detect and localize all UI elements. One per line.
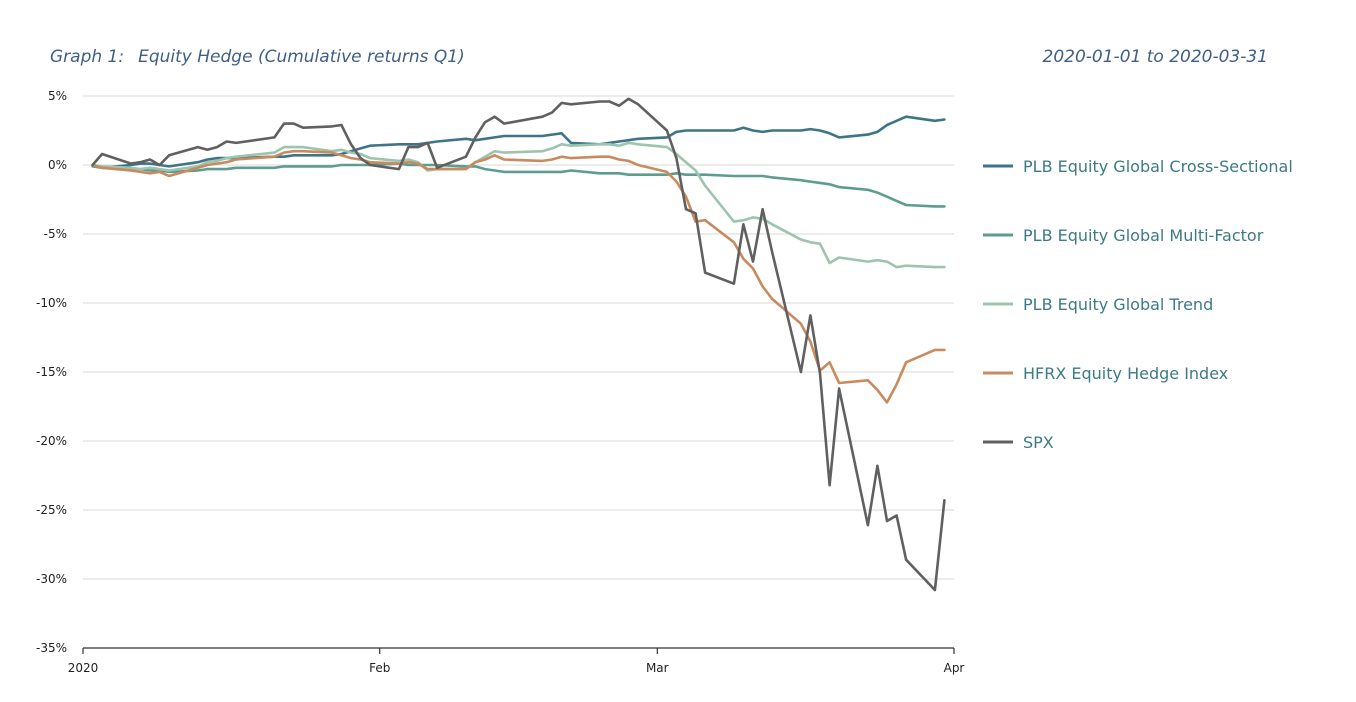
y-tick-label: -35% — [36, 641, 67, 655]
legend-label: HFRX Equity Hedge Index — [1023, 364, 1228, 383]
y-tick-label: -30% — [36, 572, 67, 586]
chart-title: Graph 1: Equity Hedge (Cumulative returns… — [50, 47, 465, 67]
series-line-spx — [91, 97, 946, 592]
date-range: 2020-01-01 to 2020-03-31 — [1042, 47, 1268, 67]
series-line-plb-equity-global-multi-factor — [91, 162, 946, 208]
y-tick-label: -5% — [44, 227, 67, 241]
y-tick-label: 0% — [48, 158, 67, 172]
series-lines — [91, 97, 946, 592]
legend-label: PLB Equity Global Cross-Sectional — [1023, 157, 1293, 176]
legend-label: PLB Equity Global Multi-Factor — [1023, 226, 1264, 245]
y-tick-label: -10% — [36, 296, 67, 310]
x-tick-label: Feb — [369, 661, 390, 675]
legend: PLB Equity Global Cross-Sectional PLB Equ… — [983, 157, 1293, 452]
x-tick-label: 2020 — [68, 661, 99, 675]
x-tick-label: Mar — [646, 661, 669, 675]
y-tick-label: -25% — [36, 503, 67, 517]
legend-label: PLB Equity Global Trend — [1023, 295, 1213, 314]
gridlines — [83, 95, 954, 580]
series-line-plb-equity-global-trend — [91, 141, 946, 269]
legend-label: SPX — [1023, 433, 1054, 452]
graph-title: Equity Hedge (Cumulative returns Q1) — [138, 47, 465, 67]
y-tick-label: -15% — [36, 365, 67, 379]
graph-label: Graph 1: — [50, 47, 125, 67]
y-tick-label: 5% — [48, 89, 67, 103]
x-tick-label: Apr — [944, 661, 965, 675]
series-line-hfrx-equity-hedge-index — [91, 149, 946, 404]
y-tick-label: -20% — [36, 434, 67, 448]
axes: 5% 0% -5% -10% -15% -20% -25% -30% -35%2020 Feb Ma… — [36, 89, 964, 675]
